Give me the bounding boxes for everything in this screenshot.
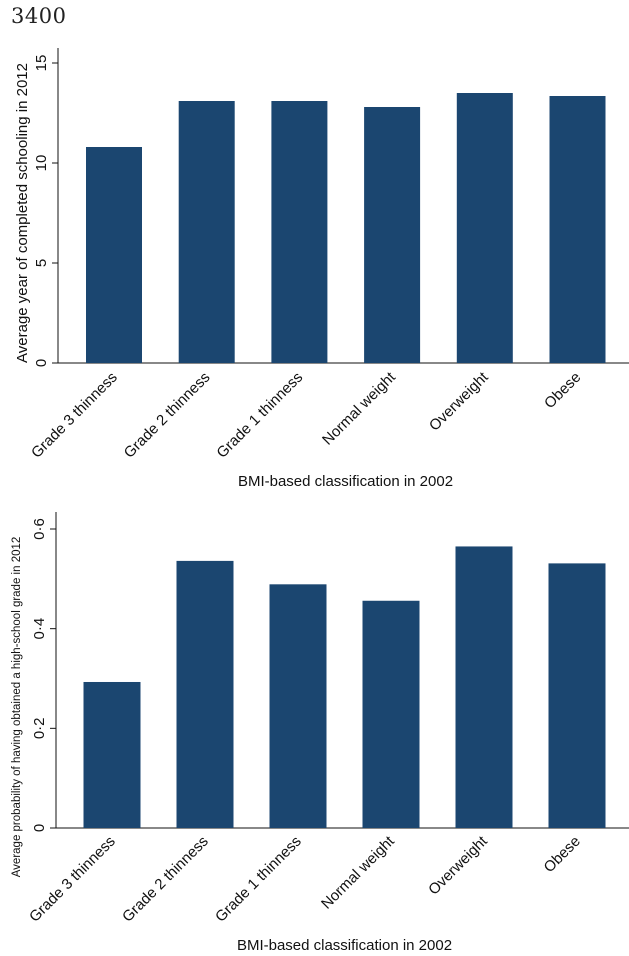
- x-tick-label: Grade 1 thinness: [213, 369, 306, 462]
- x-tick-label: Overweight: [426, 368, 492, 434]
- x-axis-title: BMI-based classification in 2002: [238, 473, 453, 490]
- y-tick-label: 0·4: [31, 618, 48, 640]
- y-tick-label: 10: [33, 155, 50, 172]
- x-tick-label: Overweight: [425, 832, 491, 898]
- y-axis-title: Average year of completed schooling in 2…: [14, 63, 31, 363]
- bar: [548, 563, 606, 828]
- y-tick-label: 5: [33, 259, 50, 267]
- page-number: 3400: [11, 4, 67, 28]
- y-axis-title: Average probability of having obtained a…: [11, 537, 23, 878]
- x-tick-label: Obese: [541, 833, 584, 876]
- x-tick-label: Grade 2 thinness: [119, 833, 212, 926]
- x-tick-label: Obese: [541, 369, 584, 412]
- bar: [176, 560, 234, 828]
- bar: [83, 681, 141, 828]
- bar: [271, 101, 328, 363]
- y-tick-label: 0·2: [31, 717, 48, 739]
- bar: [86, 147, 142, 363]
- y-tick-label: 15: [33, 55, 50, 72]
- y-tick-label: 0: [31, 824, 48, 832]
- bar: [269, 584, 327, 828]
- bar: [362, 600, 420, 828]
- x-axis-title: BMI-based classification in 2002: [237, 937, 452, 954]
- bar: [455, 546, 513, 828]
- bar: [456, 93, 513, 363]
- bar: [364, 107, 421, 363]
- bar: [549, 96, 606, 363]
- x-tick-label: Normal weight: [318, 832, 398, 912]
- x-tick-label: Grade 1 thinness: [212, 833, 305, 926]
- bar: [178, 101, 235, 363]
- high-school-probability-chart: 0 0·2 0·4 0·6 Average probability of having …: [11, 512, 629, 954]
- y-tick-label: 0·6: [31, 518, 48, 540]
- y-tick-label: 0: [33, 359, 50, 367]
- x-tick-label: Normal weight: [319, 368, 399, 448]
- x-tick-label: Grade 3 thinness: [26, 833, 119, 926]
- x-tick-label: Grade 2 thinness: [121, 369, 214, 462]
- x-tick-label: Grade 3 thinness: [28, 369, 121, 462]
